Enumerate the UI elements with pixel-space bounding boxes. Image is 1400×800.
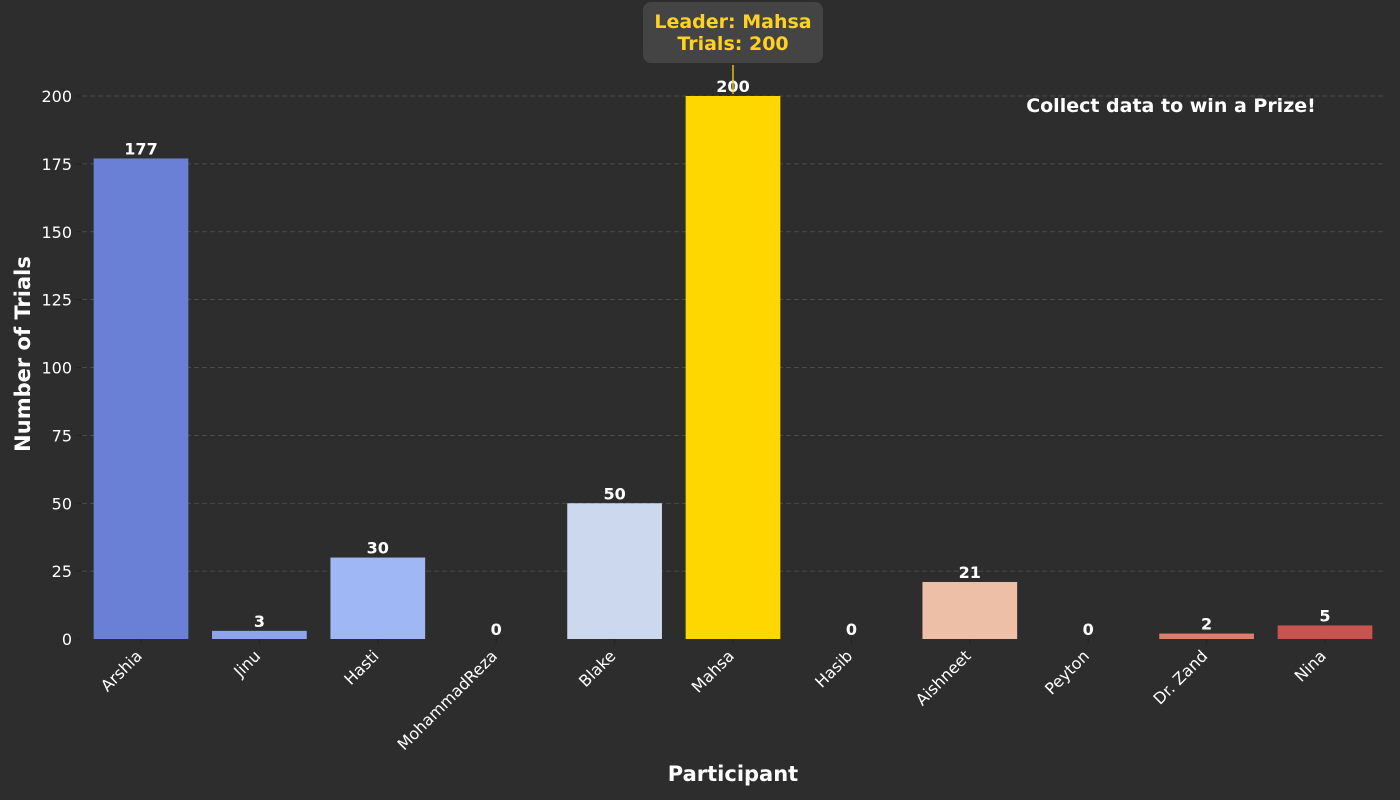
bar-value-label: 30: [367, 539, 389, 558]
x-tick-label: Hasti: [340, 646, 382, 688]
bar-value-label: 5: [1319, 606, 1330, 625]
y-tick-label: 175: [41, 155, 72, 174]
bars: [93, 96, 1373, 639]
x-tick-label: Dr. Zand: [1149, 646, 1211, 708]
y-tick-label: 25: [52, 562, 72, 581]
x-axis-label: Participant: [668, 762, 798, 786]
y-tick-label: 75: [52, 426, 72, 445]
bar-aishneet: [922, 581, 1018, 639]
bar-arshia: [93, 158, 189, 639]
bar-nina: [1277, 625, 1373, 639]
bar-mahsa: [685, 96, 781, 639]
x-tick-label: MohammadReza: [393, 646, 501, 754]
x-axis-ticks: Arshia Jinu Hasti MohammadReza Blake Mahsa Has…: [97, 639, 1330, 754]
bar-value-label: 0: [491, 620, 502, 639]
x-tick-label: Peyton: [1041, 646, 1093, 698]
bar-value-label: 0: [846, 620, 857, 639]
x-tick-label: Blake: [575, 646, 619, 690]
y-tick-label: 100: [41, 359, 72, 378]
x-tick-label: Arshia: [97, 646, 146, 695]
x-tick-label: Hasib: [811, 646, 856, 691]
leader-annotation-trials: Trials: 200: [677, 33, 788, 55]
y-axis-ticks: 0 25 50 75 100 125 150 175 200: [41, 87, 81, 649]
y-tick-label: 50: [52, 494, 72, 513]
y-tick-label: 200: [41, 87, 72, 106]
leader-annotation-name: Leader: Mahsa: [654, 11, 811, 33]
bar-value-label: 177: [124, 139, 157, 158]
bar-value-label: 0: [1083, 620, 1094, 639]
y-tick-label: 125: [41, 291, 72, 310]
bar-blake: [567, 503, 662, 639]
bar-value-label: 3: [254, 612, 265, 631]
leader-annotation: Leader: Mahsa Trials: 200: [643, 2, 823, 94]
y-axis-label: Number of Trials: [11, 256, 35, 452]
bar-value-label: 2: [1201, 615, 1212, 634]
bar-hasti: [330, 557, 426, 639]
bar-dr-zand: [1159, 633, 1254, 639]
x-tick-label: Mahsa: [688, 646, 738, 696]
x-tick-label: Nina: [1291, 646, 1330, 685]
y-tick-label: 150: [41, 223, 72, 242]
x-tick-label: Aishneet: [912, 646, 975, 709]
prize-note: Collect data to win a Prize!: [1026, 95, 1316, 117]
leader-annotation-box: [643, 2, 823, 63]
bar-jinu: [212, 630, 307, 639]
y-tick-label: 0: [62, 630, 72, 649]
bar-value-label: 50: [603, 484, 625, 503]
bar-value-label: 21: [959, 563, 981, 582]
x-tick-label: Jinu: [229, 646, 264, 681]
